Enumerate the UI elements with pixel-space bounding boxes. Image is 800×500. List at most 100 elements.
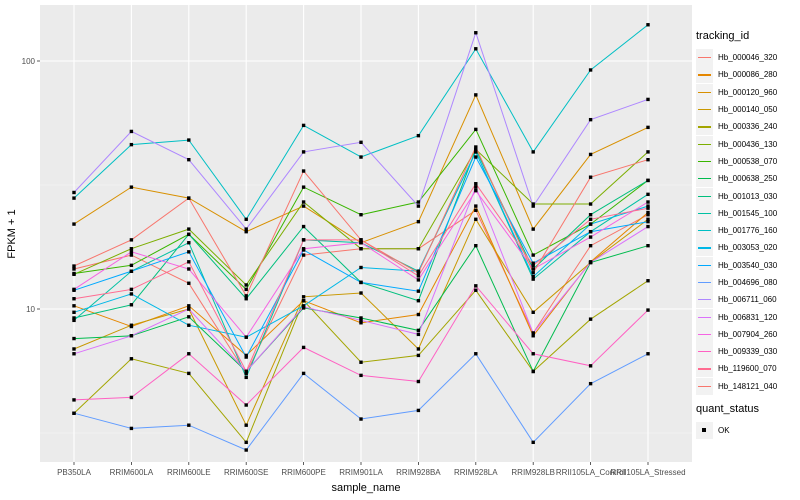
line-glyph-icon xyxy=(698,91,711,93)
data-point-Hb_001776_160 xyxy=(187,138,191,142)
data-point-Hb_000140_050 xyxy=(129,323,134,327)
line-glyph-icon xyxy=(698,282,711,284)
data-point-Hb_000046_320 xyxy=(244,371,248,376)
x-tick-label: RRIM600LE xyxy=(167,468,211,477)
line-glyph-icon xyxy=(698,299,711,301)
data-point-Hb_000046_320 xyxy=(187,281,191,285)
legend-item: Hb_001545_100 xyxy=(694,204,798,222)
line-glyph-icon xyxy=(698,385,711,387)
data-point-Hb_000120_960 xyxy=(474,93,478,97)
legend-quant-status: quant_status OK xyxy=(694,403,798,440)
data-point-Hb_006831_120 xyxy=(72,352,76,356)
data-point-Hb_000638_250 xyxy=(531,369,535,374)
data-point-Hb_000086_280 xyxy=(474,204,478,208)
data-point-Hb_004696_080 xyxy=(646,352,650,356)
data-point-Hb_000436_130 xyxy=(301,200,306,204)
data-point-Hb_000046_320 xyxy=(474,208,478,213)
legend-item: Hb_006711_060 xyxy=(694,291,798,309)
data-point-Hb_119600_070 xyxy=(187,260,191,264)
data-point-Hb_000638_250 xyxy=(72,336,76,341)
x-axis-title: sample_name xyxy=(331,482,400,494)
data-point-Hb_003540_030 xyxy=(474,155,478,159)
data-point-Hb_148121_040 xyxy=(646,157,650,162)
data-point-Hb_000336_240 xyxy=(588,317,593,321)
data-point-Hb_004696_080 xyxy=(301,371,306,376)
data-point-Hb_000140_050 xyxy=(531,310,535,314)
legend-key xyxy=(696,360,713,378)
legend-tracking-id: tracking_id Hb_000046_320 Hb_000086_280 Hb… xyxy=(694,30,798,395)
legend-label: Hb_007904_260 xyxy=(718,329,778,339)
data-point-Hb_148121_040 xyxy=(531,271,535,275)
data-point-Hb_000436_130 xyxy=(416,247,421,251)
data-point-Hb_001776_160 xyxy=(301,123,306,128)
data-point-Hb_000086_280 xyxy=(359,321,363,325)
data-point-Hb_000538_070 xyxy=(72,271,76,276)
line-glyph-icon xyxy=(698,230,711,232)
data-point-Hb_001545_100 xyxy=(72,318,76,323)
data-point-Hb_006711_060 xyxy=(129,129,134,134)
data-point-Hb_001013_030 xyxy=(301,224,306,229)
data-point-Hb_119600_070 xyxy=(244,369,248,374)
data-point-Hb_000140_050 xyxy=(646,217,650,221)
legend-label: Hb_000538_070 xyxy=(718,156,778,166)
data-point-Hb_000336_240 xyxy=(244,440,248,445)
data-point-Hb_003053_020 xyxy=(187,323,191,327)
data-point-Hb_009339_030 xyxy=(359,373,363,378)
legend-item: Hb_000120_960 xyxy=(694,83,798,101)
data-point-Hb_119600_070 xyxy=(301,238,306,242)
legend-item: Hb_000336_240 xyxy=(694,118,798,136)
data-point-Hb_001545_100 xyxy=(244,375,248,380)
data-point-Hb_000336_240 xyxy=(359,360,363,364)
data-point-Hb_007904_260 xyxy=(72,287,76,292)
legend-item: Hb_000436_130 xyxy=(694,135,798,153)
data-point-Hb_148121_040 xyxy=(588,175,593,179)
data-point-Hb_001013_030 xyxy=(588,213,593,217)
legend-item: Hb_000046_320 xyxy=(694,49,798,67)
data-point-Hb_001013_030 xyxy=(244,297,248,301)
data-point-Hb_006711_060 xyxy=(72,190,76,195)
data-point-Hb_119600_070 xyxy=(588,217,593,221)
data-point-Hb_001013_030 xyxy=(187,232,191,237)
data-point-Hb_001776_160 xyxy=(129,142,134,147)
data-point-Hb_000436_130 xyxy=(187,227,191,231)
data-point-Hb_000140_050 xyxy=(244,423,248,427)
data-point-Hb_003540_030 xyxy=(588,229,593,234)
data-point-Hb_001776_160 xyxy=(646,23,650,27)
data-point-Hb_004696_080 xyxy=(531,440,535,445)
data-point-Hb_000336_240 xyxy=(474,288,478,292)
data-point-Hb_000086_280 xyxy=(72,304,76,308)
data-point-Hb_003540_030 xyxy=(187,250,191,254)
data-point-Hb_003540_030 xyxy=(646,219,650,224)
legend-key xyxy=(696,308,713,326)
data-point-Hb_000140_050 xyxy=(416,347,421,351)
data-point-Hb_148121_040 xyxy=(416,271,421,275)
legend-item: Hb_009339_030 xyxy=(694,343,798,361)
data-point-Hb_148121_040 xyxy=(129,238,134,242)
line-glyph-icon xyxy=(698,351,711,353)
data-point-Hb_000120_960 xyxy=(416,219,421,224)
legend-item: Hb_001776_160 xyxy=(694,222,798,240)
legend-label: Hb_004696_080 xyxy=(718,278,778,287)
data-point-Hb_003540_030 xyxy=(531,261,535,265)
data-point-Hb_001545_100 xyxy=(646,192,650,197)
legend-label: Hb_001545_100 xyxy=(718,208,778,218)
data-point-Hb_001776_160 xyxy=(588,68,593,72)
data-point-Hb_000336_240 xyxy=(416,353,421,358)
data-point-Hb_119600_070 xyxy=(72,297,76,301)
data-point-Hb_004696_080 xyxy=(416,408,421,413)
legend-label: Hb_006831_120 xyxy=(718,312,778,322)
legend-label: Hb_009339_030 xyxy=(718,347,778,357)
line-glyph-icon xyxy=(698,160,711,163)
legend-key xyxy=(696,49,713,67)
data-point-Hb_009339_030 xyxy=(244,403,248,407)
legend-key xyxy=(696,101,713,119)
legend-item: Hb_001013_030 xyxy=(694,187,798,205)
x-tick-label: RRIM928BA xyxy=(396,468,441,477)
data-point-Hb_001545_100 xyxy=(187,241,191,245)
x-tick-label: RRIM600LA xyxy=(110,468,154,477)
data-point-Hb_001776_160 xyxy=(474,47,478,51)
x-tick-label: PB350LA xyxy=(57,468,91,477)
data-point-Hb_006831_120 xyxy=(474,185,478,189)
data-point-Hb_000120_960 xyxy=(301,204,306,208)
legend-title: tracking_id xyxy=(696,30,750,42)
